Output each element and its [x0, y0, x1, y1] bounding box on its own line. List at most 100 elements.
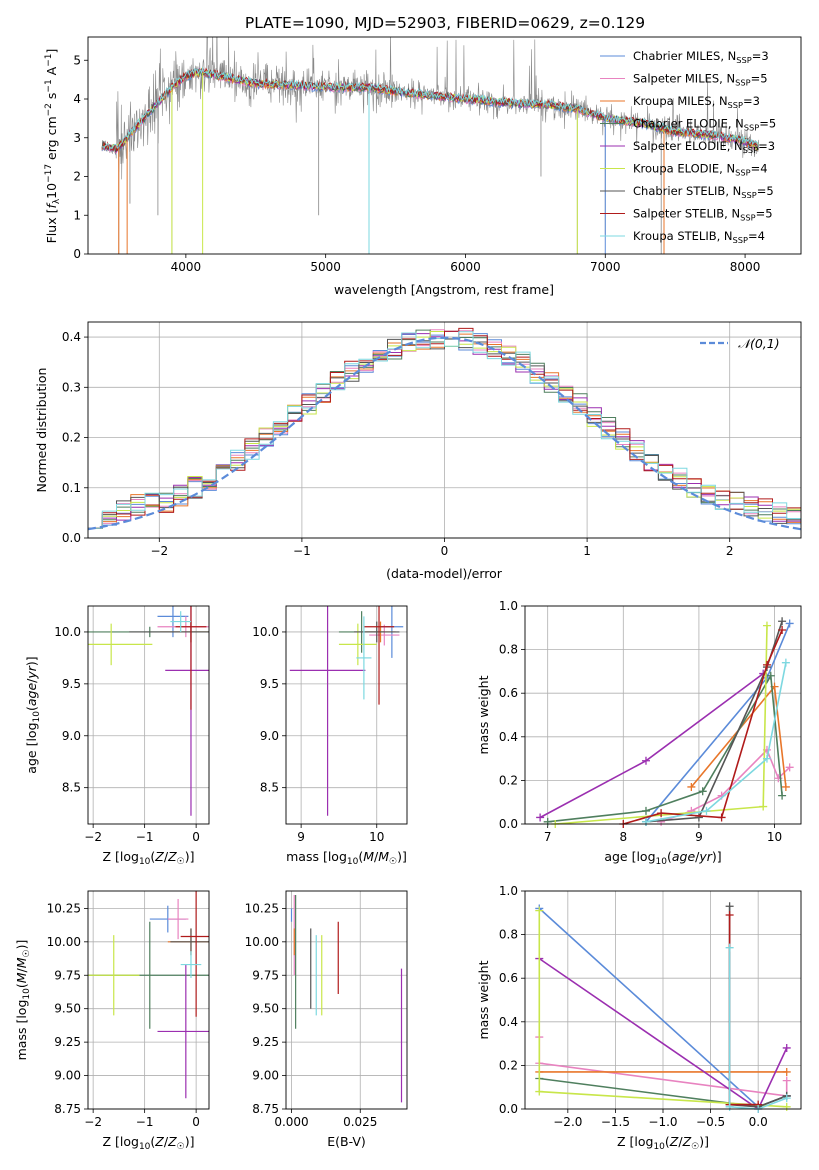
- legend-label: Salpeter STELIB, NSSP=5: [633, 207, 773, 223]
- y-tick-label: 0.2: [499, 1058, 518, 1072]
- weight-marker: [762, 621, 771, 630]
- legend-label: Kroupa STELIB, NSSP=4: [633, 229, 765, 245]
- y-axis-label: Normed distribution: [34, 368, 49, 493]
- y-tick-label: 1.0: [499, 599, 518, 613]
- y-tick-label: 0.3: [62, 380, 81, 394]
- x-axis-label: Z [log10(Z/Z☉)]: [102, 849, 194, 867]
- x-tick-label: 7000: [590, 260, 621, 274]
- x-tick-label: −1: [136, 1115, 154, 1129]
- y-tick-label: 3: [73, 131, 81, 145]
- weight-marker: [781, 782, 790, 791]
- spectrum-panel: 4000 5000 6000 7000 8000 0 1 2 3 4 5 Chabrier MILES…: [44, 36, 802, 297]
- spectrum-title: PLATE=1090, MJD=52903, FIBERID=0629, z=0…: [245, 14, 645, 32]
- weight-marker: [725, 943, 734, 952]
- y-tick-label: 10.00: [47, 935, 81, 949]
- x-tick-label: −2: [84, 1115, 102, 1129]
- weight-marker: [781, 658, 790, 667]
- legend-label: 𝒩(0,1): [738, 336, 780, 351]
- mass-vs-ebv-panel: 0.000 0.025 8.75 9.00 9.25 9.50 9.75 10.00 10.25…: [245, 890, 408, 1149]
- weight-line-8: [728, 947, 787, 1109]
- x-tick-label: 8000: [730, 260, 761, 274]
- y-tick-label: 9.75: [54, 968, 81, 982]
- legend-label: Kroupa MILES, NSSP=3: [633, 94, 760, 110]
- age-vs-mass-panel: 9 10 8.5 9.0 9.5 10.0 mass [log10(M/M☉)]: [252, 605, 408, 867]
- weight-marker: [782, 1043, 791, 1052]
- y-tick-label: 8.75: [54, 1102, 81, 1116]
- legend-label: Chabrier MILES, NSSP=3: [633, 49, 769, 65]
- weight-marker: [641, 806, 650, 815]
- x-tick-label: 2: [726, 544, 734, 558]
- y-tick-label: 0.0: [62, 531, 81, 545]
- y-axis-label: Flux [fλ10−17 erg cm−2 s−1 A−1]: [44, 49, 62, 244]
- model-line-8: [101, 67, 759, 151]
- y-tick-label: 9.25: [252, 1035, 279, 1049]
- y-tick-label: 0.0: [499, 1102, 518, 1116]
- weight-marker: [785, 763, 794, 772]
- weight-marker: [782, 1067, 791, 1076]
- y-tick-label: 0.1: [62, 481, 81, 495]
- y-tick-label: 10.25: [47, 901, 81, 915]
- weight-marker: [766, 671, 775, 680]
- x-tick-label: −2.0: [553, 1115, 582, 1129]
- weight-marker: [778, 791, 787, 800]
- axes-frame: [524, 605, 802, 825]
- y-tick-label: 0.6: [499, 686, 518, 700]
- x-axis-label: E(B-V): [327, 1134, 366, 1149]
- y-tick-label: 9.5: [62, 677, 81, 691]
- y-tick-label: 0.2: [499, 773, 518, 787]
- axes-frame: [87, 321, 802, 539]
- x-tick-label: 7: [544, 830, 552, 844]
- axes-frame: [524, 890, 802, 1110]
- x-tick-label: 0.025: [343, 1115, 377, 1129]
- weight-marker: [641, 756, 650, 765]
- weight-marker: [778, 625, 787, 634]
- y-axis-label: age [log10(age/yr)]: [24, 656, 42, 773]
- legend-label: Salpeter ELODIE, NSSP=3: [633, 139, 775, 155]
- x-tick-label: −1: [136, 830, 154, 844]
- x-tick-label: 6000: [450, 260, 481, 274]
- x-tick-label: 10: [369, 830, 384, 844]
- x-tick-label: 5000: [310, 260, 341, 274]
- mass-weight-vs-metallicity-panel: −2.0 −1.5 −1.0 −0.5 0.0 0.0 0.2 0.4 0.6 0.8 1.0 Z […: [476, 884, 802, 1152]
- legend-label: Salpeter MILES, NSSP=5: [633, 72, 768, 88]
- legend-label: Chabrier ELODIE, NSSP=5: [633, 117, 776, 133]
- histogram-step-7: [88, 327, 801, 529]
- y-tick-label: 10.0: [54, 625, 81, 639]
- histogram-step-8: [88, 331, 801, 529]
- y-tick-label: 1: [73, 208, 81, 222]
- y-tick-label: 0.2: [62, 431, 81, 445]
- weight-marker: [687, 782, 696, 791]
- residuals-panel: −2 −1 0 1 2 0.0 0.1 0.2 0.3 0.4 𝒩(0,1) (data-model)…: [34, 321, 802, 581]
- x-tick-label: 0: [441, 544, 449, 558]
- y-tick-label: 9.75: [252, 968, 279, 982]
- y-tick-label: 0.6: [499, 971, 518, 985]
- x-tick-label: −1: [293, 544, 311, 558]
- y-tick-label: 2: [73, 170, 81, 184]
- y-axis-label: mass [log10(M/M☉)]: [14, 940, 32, 1061]
- x-tick-label: 0.000: [274, 1115, 308, 1129]
- x-tick-label: −2: [84, 830, 102, 844]
- x-tick-label: 1: [583, 544, 591, 558]
- y-tick-label: 8.75: [252, 1102, 279, 1116]
- x-axis-label: mass [log10(M/M☉)]: [286, 849, 407, 867]
- y-tick-label: 0.8: [499, 928, 518, 942]
- axes-frame: [87, 36, 802, 255]
- y-tick-label: 0.4: [62, 330, 81, 344]
- y-tick-label: 9.0: [62, 729, 81, 743]
- y-tick-label: 5: [73, 53, 81, 67]
- weight-marker: [717, 813, 726, 822]
- weight-marker: [641, 817, 650, 826]
- x-tick-label: 9: [695, 830, 703, 844]
- x-tick-label: 10: [767, 830, 782, 844]
- weight-marker: [782, 1102, 791, 1111]
- x-axis-label: Z [log10(Z/Z☉)]: [102, 1134, 194, 1152]
- y-tick-label: 9.5: [260, 677, 279, 691]
- y-axis-label: mass weight: [476, 675, 491, 754]
- x-tick-label: −1.5: [601, 1115, 630, 1129]
- x-tick-label: −1.0: [648, 1115, 677, 1129]
- x-tick-label: −0.5: [696, 1115, 725, 1129]
- y-tick-label: 0.4: [499, 1015, 518, 1029]
- weight-marker: [535, 906, 544, 915]
- weight-marker: [725, 910, 734, 919]
